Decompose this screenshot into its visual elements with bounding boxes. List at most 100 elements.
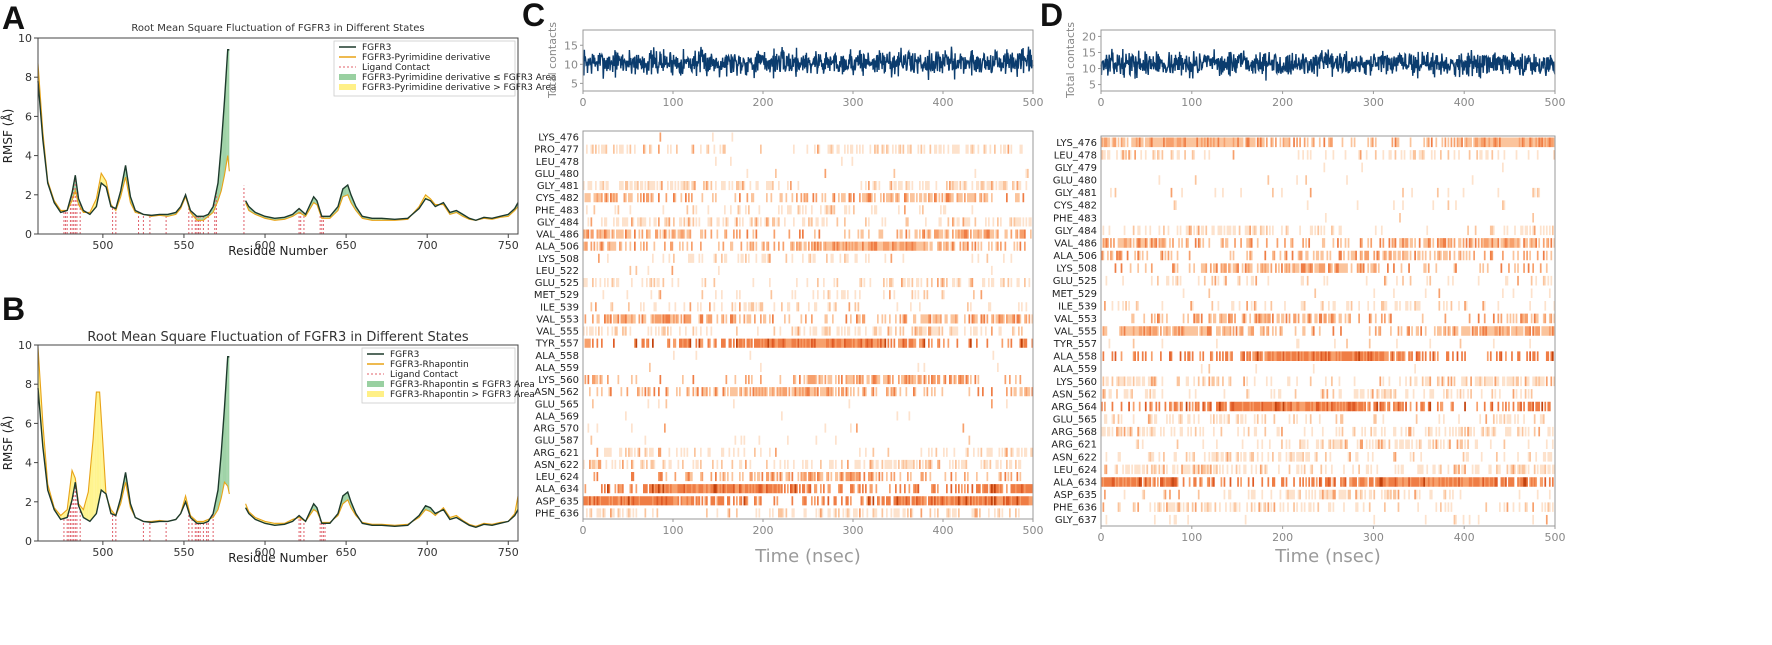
x-tick-label: 300 <box>1363 531 1384 544</box>
heatmap-cells-row <box>1105 514 1535 525</box>
legend-label-contact-b: Ligand Contact <box>390 370 459 380</box>
area-fill-higher <box>65 509 68 518</box>
x-tick-label: 600 <box>255 546 276 559</box>
area-fill-lower <box>344 186 347 197</box>
x-tick-label: 400 <box>1454 531 1475 544</box>
plot-frame-d-heat <box>1100 135 1556 527</box>
heatmap-cells-row <box>1128 401 1535 412</box>
total-contacts-line <box>582 46 1034 80</box>
residue-label: LYS_508 <box>538 254 579 265</box>
panel-label-c: C <box>522 0 545 33</box>
legend-label-complex-a: FGFR3-Pyrimidine derivative <box>362 53 491 63</box>
y-tick-label: 6 <box>25 110 32 123</box>
area-fill-higher <box>70 470 73 506</box>
panel-label-a: A <box>2 0 25 36</box>
x-tick-label: 600 <box>255 239 276 252</box>
plot-frame-c-top <box>582 29 1034 92</box>
residue-label: PRO_477 <box>534 145 579 156</box>
heatmap-cells-row <box>593 471 1013 482</box>
x-tick-label: 400 <box>933 96 954 109</box>
residue-label: VAL_555 <box>1054 327 1097 338</box>
residue-label: PHE_636 <box>535 508 579 519</box>
heatmap-cells-row <box>824 168 827 179</box>
area-fill-lower <box>344 493 347 503</box>
chart-title-b: Root Mean Square Fluctuation of FGFR3 in… <box>87 330 468 345</box>
residue-label: ASP_635 <box>1054 490 1097 501</box>
area-fill-lower <box>227 356 230 494</box>
residue-label: ASN_562 <box>534 387 579 398</box>
y-tick-label: 8 <box>25 378 32 391</box>
heatmap-cells-row <box>1104 301 1485 311</box>
y-axis-label-b: RMSF (Å) <box>0 416 15 471</box>
residue-label: GLY_484 <box>1055 226 1097 237</box>
heatmap-cells-row <box>629 265 638 276</box>
residue-label: ALA_559 <box>535 363 579 374</box>
heatmap-cells-row <box>1175 200 1506 210</box>
x-tick-label: 0 <box>580 96 587 109</box>
residue-label: GLU_525 <box>1053 276 1097 287</box>
heatmap-cells-row <box>610 302 1028 312</box>
heatmap-cells-row <box>590 302 969 312</box>
residue-label: PHE_636 <box>1053 503 1097 514</box>
heatmap-cells-row <box>1208 363 1211 374</box>
legend-label-lower-area-b: FGFR3-Rhapontin ≤ FGFR3 Area <box>390 380 535 390</box>
x-tick-label: 550 <box>173 239 194 252</box>
heatmap-cells-row <box>1102 150 1539 160</box>
heatmap-cells-row <box>1101 137 1554 148</box>
heatmap-cells-row <box>1194 175 1308 185</box>
axes-c-heat: LYS_476PRO_477LEU_478GLU_480GLY_481CYS_4… <box>533 133 1043 537</box>
legend-label-fgfr3-a: FGFR3 <box>362 43 391 53</box>
residue-label: LEU_624 <box>536 472 579 483</box>
x-tick-label: 500 <box>1023 524 1044 537</box>
heatmap-cells-row <box>1323 162 1504 173</box>
heatmap-cells-row <box>584 374 1022 385</box>
residue-label: GLU_565 <box>1053 415 1097 426</box>
heatmap-cells-row <box>604 447 1032 457</box>
y-axis-label-d-top: Total contacts <box>1064 22 1077 99</box>
axes-d-top: 0 100 200 300 400 500 5 10 15 20 <box>1082 30 1566 109</box>
legend-a: FGFR3 FGFR3-Pyrimidine derivative Ligand… <box>333 40 556 97</box>
residue-label: GLU_480 <box>535 169 579 180</box>
residue-label: VAL_486 <box>1054 238 1097 249</box>
heatmap-cells-row <box>1102 250 1553 261</box>
heatmap-cells-row <box>1399 212 1535 223</box>
heatmap-cells-row <box>659 132 662 142</box>
x-tick-label: 650 <box>336 239 357 252</box>
residue-label: GLU_480 <box>1053 176 1097 187</box>
residue-label: LEU_478 <box>536 157 579 168</box>
residue-label: ASN_622 <box>534 460 579 471</box>
x-axis-label-c: Time (nsec) <box>754 546 861 567</box>
x-tick-label: 500 <box>1545 531 1566 544</box>
area-fill-lower <box>346 185 348 196</box>
rmsf-chart-b: 500 550 600 650 700 750 0 2 4 6 8 10 Root Mean Squa… <box>0 330 535 565</box>
heatmap-cells-row <box>1185 401 1544 412</box>
legend-b: FGFR3 FGFR3-Rhapontin Ligand Contact FGF… <box>361 347 535 404</box>
panel-label-d: D <box>1040 0 1063 33</box>
heatmap-cells-row <box>584 338 1025 348</box>
x-tick-label: 550 <box>173 546 194 559</box>
residue-label: LYS_476 <box>538 133 579 144</box>
heatmap-cells-row <box>665 471 1022 482</box>
heatmap-cells-row <box>602 180 1014 191</box>
heatmap-cells-row <box>673 350 995 360</box>
heatmap-cells-row <box>598 326 1023 336</box>
area-fill-lower <box>219 452 222 504</box>
series-line-fgfr3 <box>244 490 519 529</box>
residue-label: LYS_560 <box>538 375 579 386</box>
y-tick-label: 0 <box>25 535 32 548</box>
x-tick-label: 200 <box>1272 96 1293 109</box>
plot-frame-b <box>37 344 519 542</box>
residue-label: ARG_570 <box>533 424 579 435</box>
legend-label-complex-b: FGFR3-Rhapontin <box>390 360 469 370</box>
residue-label: ALA_506 <box>535 242 579 253</box>
x-tick-label: 100 <box>1181 531 1202 544</box>
heatmap-cells-row <box>1158 175 1474 185</box>
plot-frame-c-heat <box>582 130 1034 520</box>
y-tick-label: 6 <box>25 417 32 430</box>
residue-label: ALA_558 <box>1053 352 1097 363</box>
heatmap-cells-row <box>649 362 651 373</box>
series-line-fgfr3-pyrimidine-derivative <box>37 63 230 221</box>
heatmap-cells-row <box>1150 376 1553 387</box>
contacts-heatmap-c: LYS_476PRO_477LEU_478GLU_480GLY_481CYS_4… <box>533 130 1044 567</box>
heatmap-cells-row <box>1137 439 1506 450</box>
